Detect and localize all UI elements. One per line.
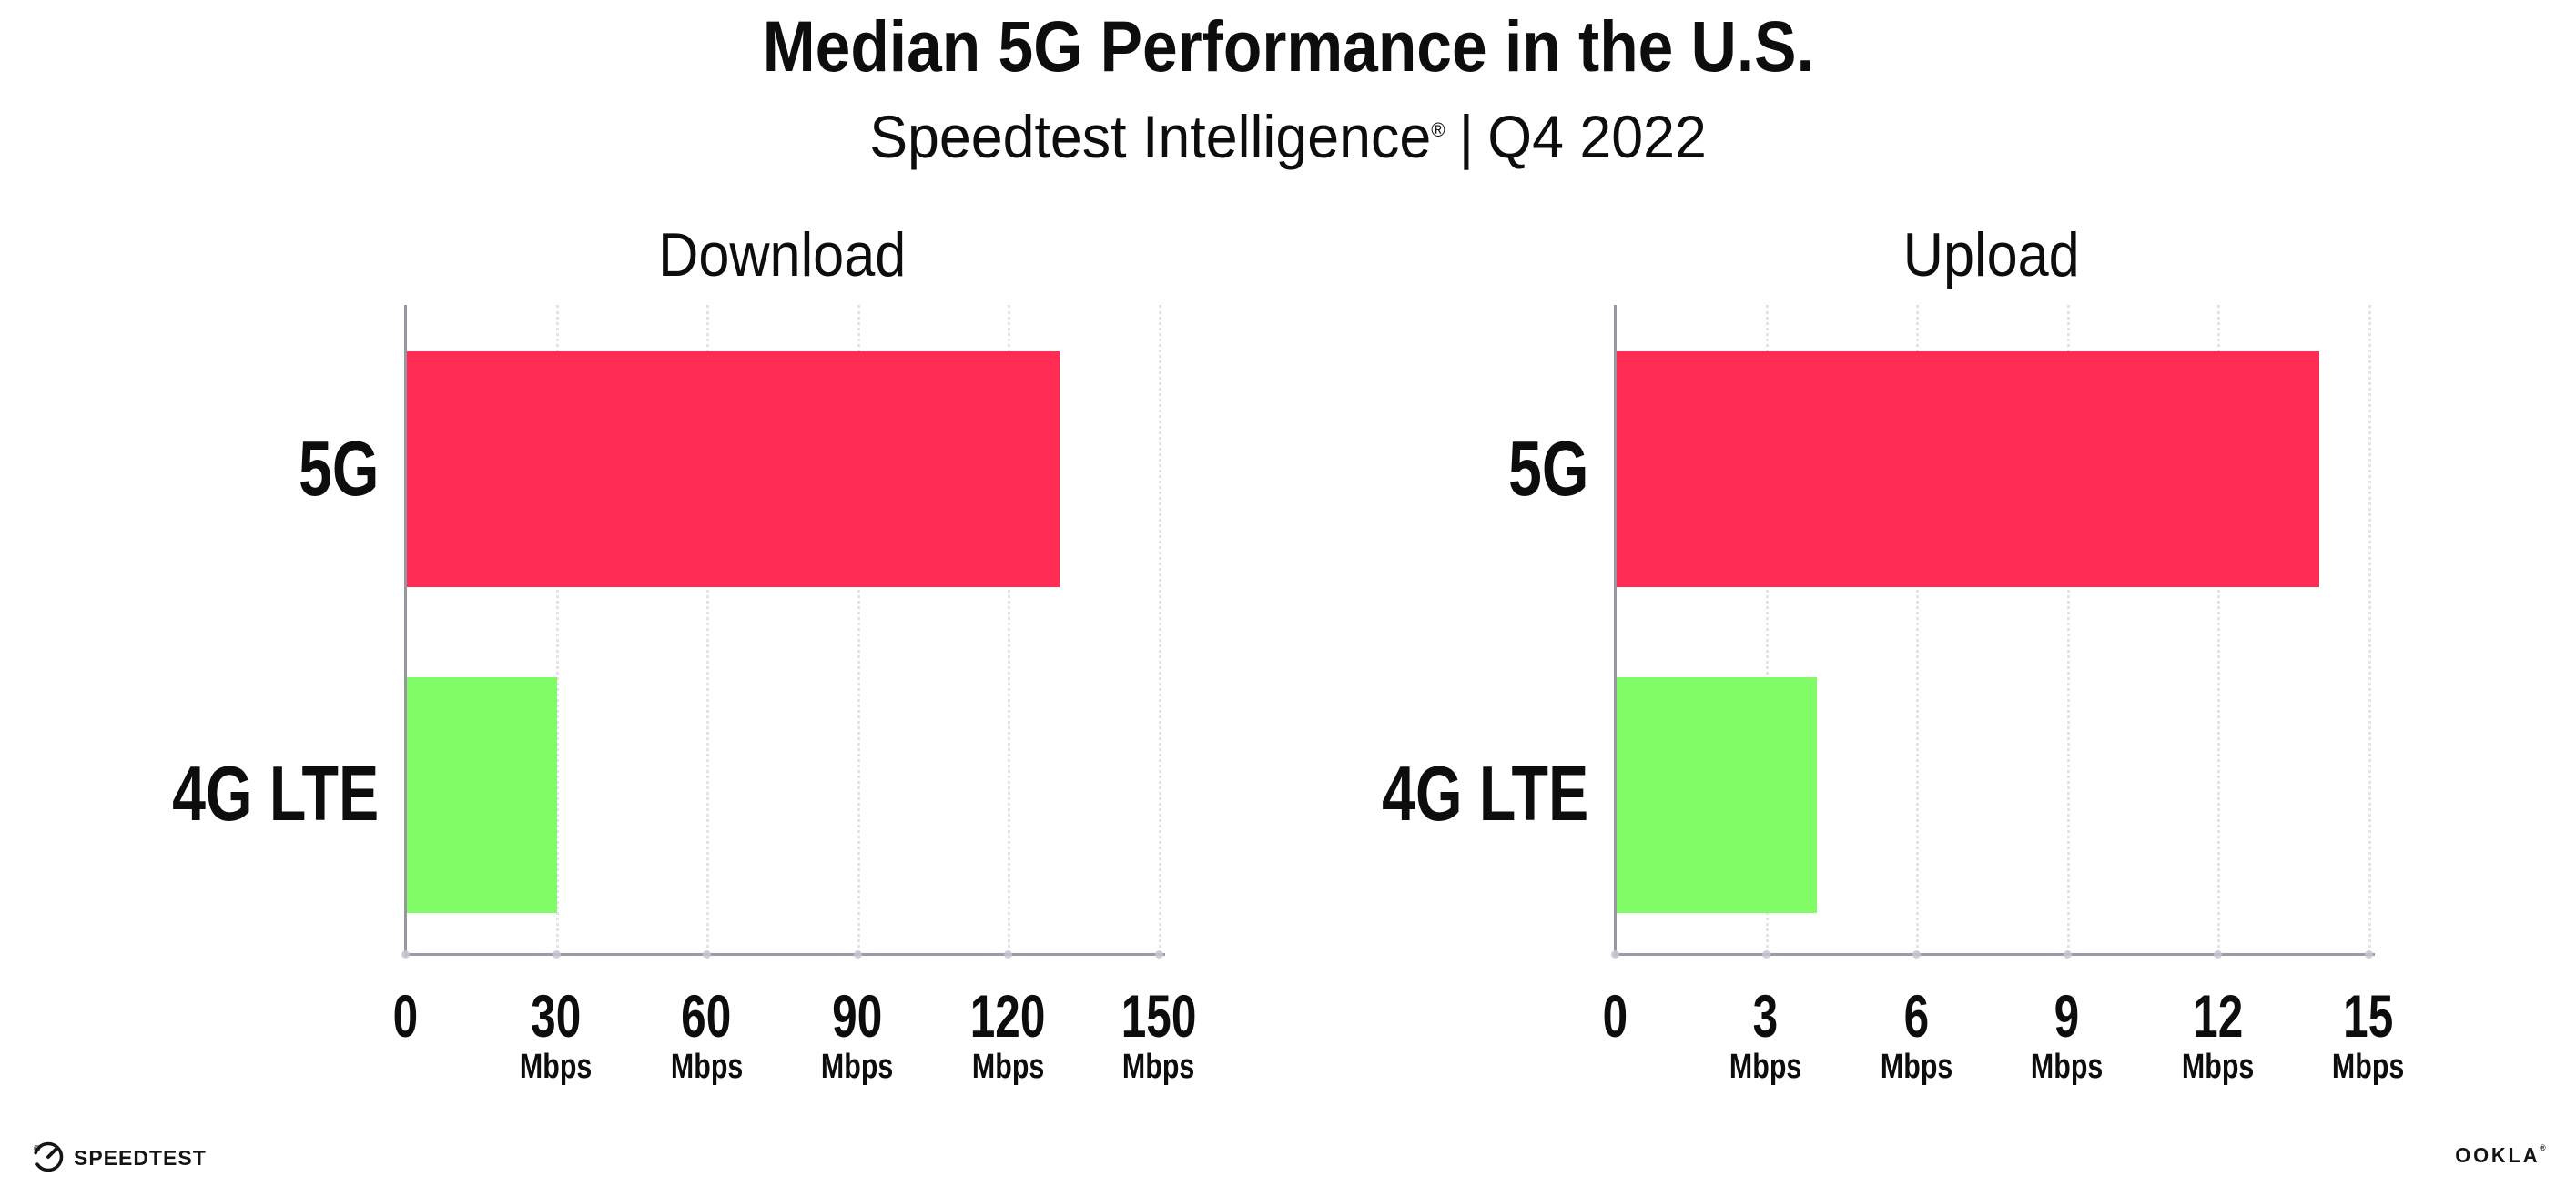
gridline-12: [2217, 305, 2221, 954]
x-tick-unit: Mbps: [2031, 1048, 2104, 1086]
gridline-150: [1159, 305, 1161, 954]
x-axis: [404, 953, 1165, 956]
x-tick-value: 12: [2192, 982, 2243, 1050]
x-tick-label-150: 150 Mbps: [1068, 986, 1250, 1084]
x-tick-value: 0: [392, 982, 418, 1050]
y-axis: [404, 305, 407, 957]
x-tick-unit: Mbps: [1729, 1048, 1802, 1086]
axis-tick-dot-0: [401, 950, 410, 959]
x-axis: [1614, 953, 2375, 956]
x-tick-label-60: 60 Mbps: [615, 986, 797, 1084]
upload-category-axis: 5G 4G LTE: [1382, 305, 1588, 954]
upload-plot-area: [1611, 305, 2375, 959]
subtitle-separator: |: [1458, 103, 1475, 170]
gridline-30: [555, 305, 559, 954]
upload-chart-panel: Upload 5G 4G LTE 0 3 Mbps 6 Mbps 9 Mbps 12 Mbps 15…: [1382, 222, 2466, 1138]
x-tick-value: 15: [2343, 982, 2394, 1050]
page-subtitle: Speedtest Intelligence® | Q4 2022: [0, 102, 2576, 171]
x-tick-value: 120: [970, 982, 1046, 1050]
gridline-15: [2368, 305, 2371, 954]
bar-5g: [406, 351, 1060, 587]
x-tick-unit: Mbps: [821, 1048, 894, 1086]
x-tick-value: 60: [681, 982, 732, 1050]
x-tick-value: 150: [1121, 982, 1197, 1050]
gridline-3: [1765, 305, 1769, 954]
ookla-registered-mark: ®: [2540, 1143, 2546, 1152]
axis-tick-dot-15: [2365, 950, 2373, 959]
download-chart-title: Download: [657, 220, 907, 289]
category-label-5g: 5G: [1224, 431, 1588, 508]
ookla-logo: OOKLA®: [2450, 1143, 2546, 1168]
category-label-text: 4G LTE: [171, 751, 379, 837]
bar-4g-lte: [406, 677, 557, 913]
axis-tick-dot-60: [703, 950, 712, 959]
speedtest-gauge-icon: [33, 1141, 64, 1172]
category-label-text: 5G: [298, 426, 379, 512]
axis-tick-dot-3: [1761, 950, 1770, 959]
page-title-text: Median 5G Performance in the U.S.: [762, 5, 1814, 86]
x-tick-label-30: 30 Mbps: [465, 986, 647, 1084]
subtitle-brand: Speedtest Intelligence: [869, 103, 1432, 170]
axis-tick-dot-90: [853, 950, 862, 959]
category-label-text: 4G LTE: [1381, 751, 1588, 837]
x-tick-label-3: 3 Mbps: [1675, 986, 1857, 1084]
x-tick-label-90: 90 Mbps: [766, 986, 948, 1084]
category-label-5g: 5G: [15, 431, 379, 508]
speedtest-logo: SPEEDTEST ®: [32, 1140, 206, 1176]
x-tick-value: 0: [1602, 982, 1628, 1050]
x-tick-label-15: 15 Mbps: [2277, 986, 2459, 1084]
bar-4g-lte: [1616, 677, 1817, 913]
axis-tick-dot-6: [1912, 950, 1922, 959]
x-tick-unit: Mbps: [2332, 1048, 2405, 1086]
download-chart-panel: Download 5G 4G LTE 0 30 Mbps 60 Mbps 90 Mbps 120…: [172, 222, 1256, 1138]
gridline-90: [857, 305, 860, 954]
x-tick-label-120: 120 Mbps: [917, 986, 1099, 1084]
x-tick-value: 6: [1903, 982, 1929, 1050]
x-tick-value: 30: [531, 982, 582, 1050]
x-tick-unit: Mbps: [971, 1048, 1045, 1086]
axis-tick-dot-9: [2063, 950, 2072, 959]
ookla-logo-text: OOKLA: [2455, 1143, 2541, 1167]
download-plot-area: [401, 305, 1165, 959]
gridline-120: [1008, 305, 1011, 954]
bar-5g: [1616, 351, 2319, 587]
x-tick-value: 9: [2054, 982, 2080, 1050]
axis-tick-dot-30: [552, 950, 561, 959]
category-label-4g-lte: 4G LTE: [15, 756, 379, 833]
x-tick-unit: Mbps: [670, 1048, 743, 1086]
category-label-4g-lte: 4G LTE: [1224, 756, 1588, 833]
axis-tick-dot-120: [1004, 950, 1013, 959]
gridline-6: [1916, 305, 1920, 954]
x-tick-unit: Mbps: [1122, 1048, 1195, 1086]
x-tick-unit: Mbps: [1880, 1048, 1952, 1086]
axis-tick-dot-12: [2214, 950, 2223, 959]
x-tick-label-6: 6 Mbps: [1825, 986, 2007, 1084]
axis-tick-dot-150: [1155, 950, 1163, 959]
gridline-9: [2066, 305, 2070, 954]
registered-mark: ®: [1431, 118, 1445, 141]
x-tick-unit: Mbps: [2181, 1048, 2255, 1086]
x-tick-label-0: 0: [1524, 986, 1706, 1046]
y-axis: [1614, 305, 1617, 957]
x-tick-label-12: 12 Mbps: [2126, 986, 2308, 1084]
x-tick-label-9: 9 Mbps: [1976, 986, 2158, 1084]
speedtest-logo-text: SPEEDTEST: [74, 1146, 207, 1170]
x-tick-label-0: 0: [314, 986, 496, 1046]
gridline-60: [706, 305, 710, 954]
x-tick-value: 90: [832, 982, 883, 1050]
axis-tick-dot-0: [1611, 950, 1619, 959]
download-category-axis: 5G 4G LTE: [172, 305, 379, 954]
category-label-text: 5G: [1507, 426, 1588, 512]
upload-chart-title: Upload: [1903, 220, 2080, 289]
x-tick-value: 3: [1752, 982, 1779, 1050]
subtitle-period: Q4 2022: [1487, 103, 1707, 170]
page-title: Median 5G Performance in the U.S.: [0, 7, 2576, 86]
x-tick-unit: Mbps: [519, 1048, 593, 1086]
